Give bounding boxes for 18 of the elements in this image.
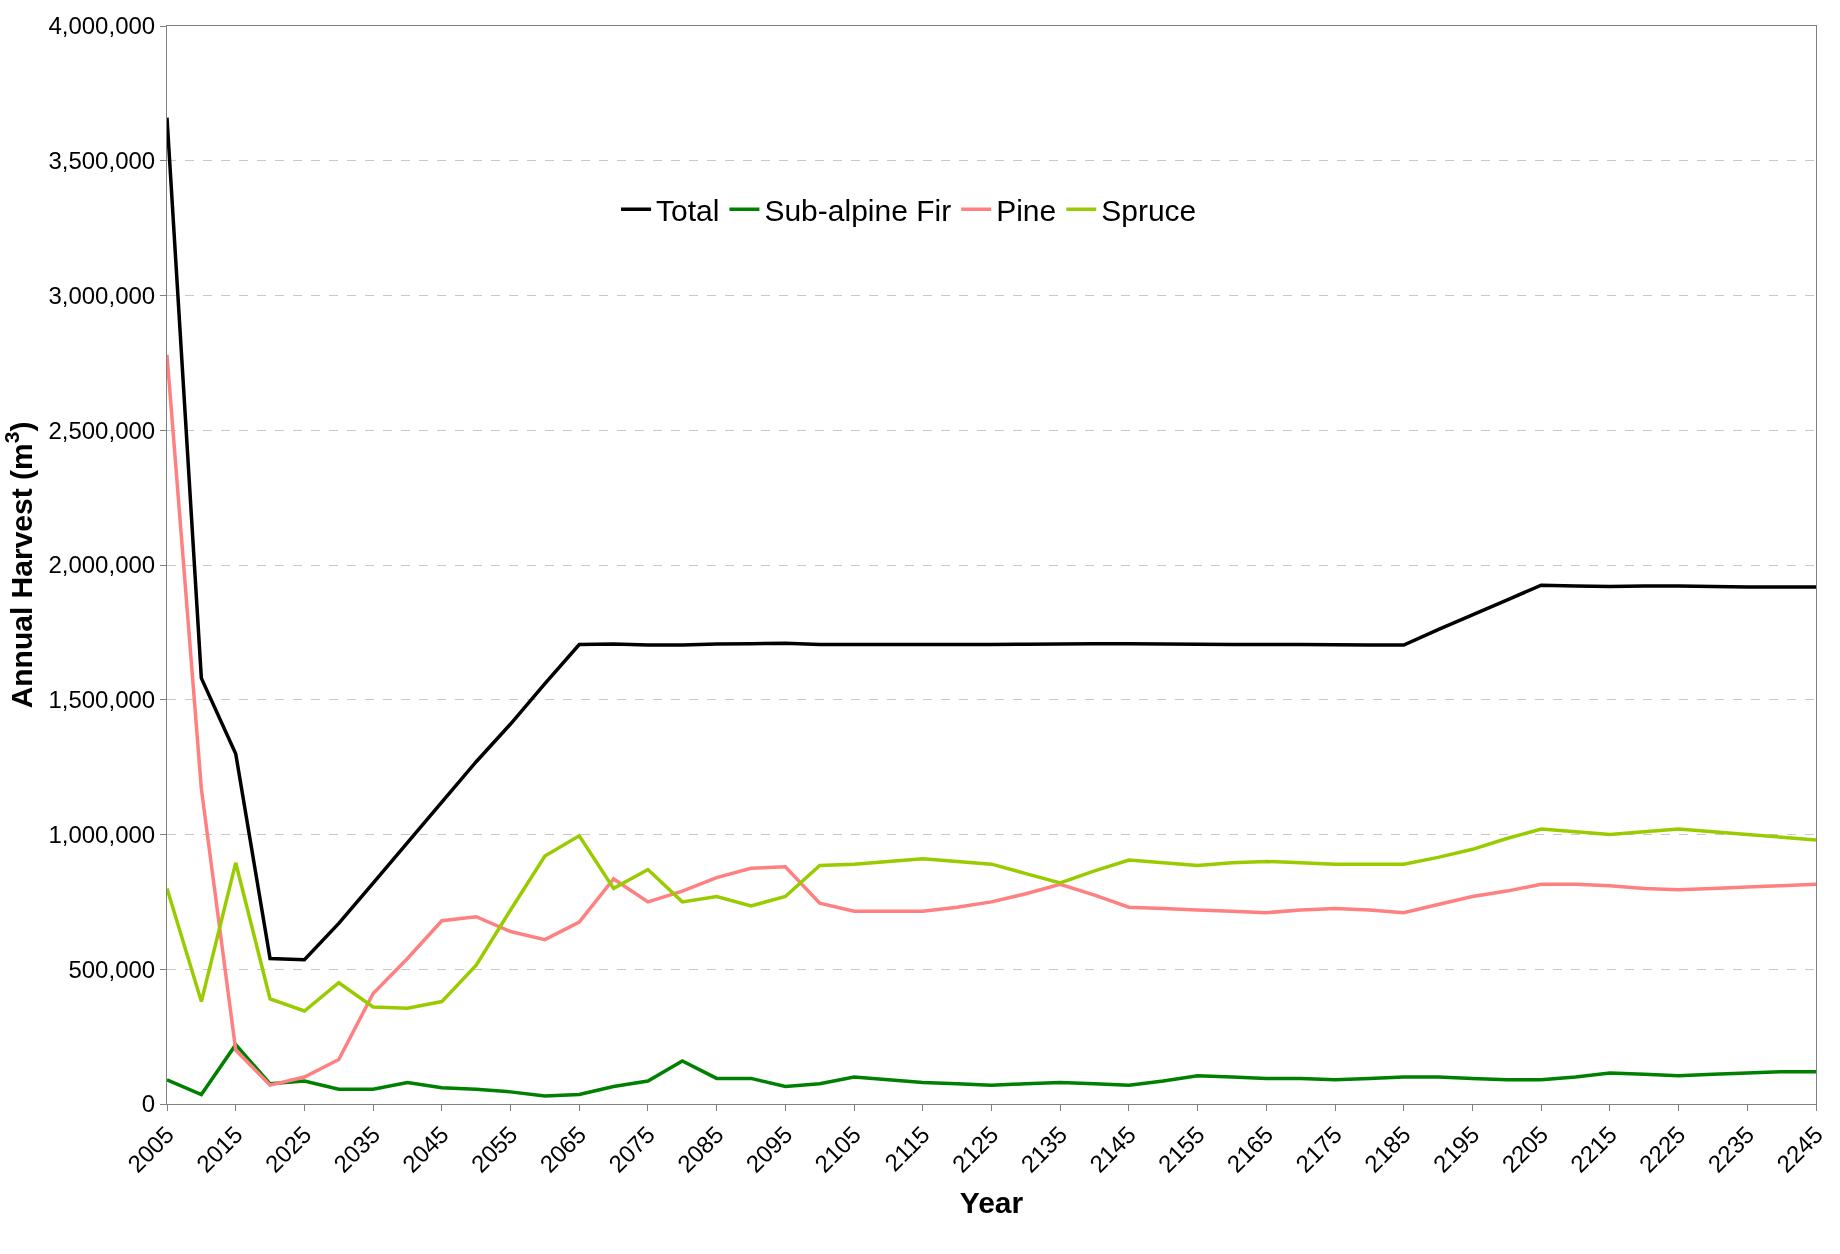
line-series — [167, 353, 1816, 1087]
y-tick-label: 3,500,000 — [48, 147, 156, 175]
legend-label: Sub-alpine Fir — [764, 193, 952, 227]
y-tick-label: 2,000,000 — [48, 551, 156, 579]
y-tick-label: 4,000,000 — [48, 12, 156, 40]
legend-label: Pine — [996, 193, 1057, 227]
line-series — [167, 115, 1816, 962]
line-series — [167, 1042, 1816, 1098]
line-series — [167, 827, 1816, 1013]
y-tick-label: 0 — [141, 1090, 156, 1118]
legend-label: Total — [656, 193, 720, 227]
y-tick-label: 3,000,000 — [48, 281, 156, 309]
legend-label: Spruce — [1101, 193, 1197, 227]
x-axis-title: Year — [959, 1186, 1024, 1220]
y-tick-label: 1,500,000 — [48, 686, 156, 714]
y-tick-label: 2,500,000 — [48, 416, 156, 444]
y-tick-label: 1,000,000 — [48, 820, 156, 848]
y-tick-label: 500,000 — [68, 955, 156, 983]
